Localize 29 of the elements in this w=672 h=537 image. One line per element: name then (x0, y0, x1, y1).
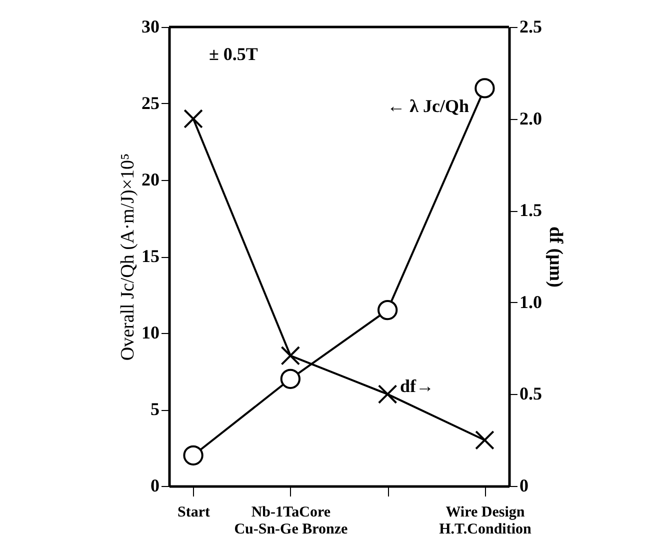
point (280, 368, 301, 389)
point (184, 109, 203, 128)
y2-tick-label: 1.0 (520, 292, 542, 312)
y-tick-label: 5 (150, 399, 160, 419)
y2-axis-title: df (μm) (545, 226, 566, 288)
point (474, 78, 495, 98)
y-tick-label: 15 (142, 246, 160, 266)
x-tick-label: Wire Design H.T.Condition (439, 504, 532, 537)
annotation: ± 0.5T (209, 44, 258, 64)
y-tick-label: 0 (150, 476, 160, 496)
x-tick-label: Start (178, 504, 210, 520)
y-axis-title: Overall Jc/Qh (A·m/J)×10⁵ (118, 153, 138, 361)
point (280, 346, 300, 366)
y2-tick-label: 2.0 (520, 108, 542, 128)
point (475, 430, 494, 450)
y2-tick-label: 0 (520, 476, 528, 496)
y2-tick-label: 0.5 (520, 384, 542, 404)
point (183, 445, 204, 466)
y-tick-label: 25 (142, 93, 160, 113)
y-tick-label: 20 (142, 170, 160, 190)
y2-tick-label: 2.5 (520, 16, 542, 36)
x-tick-label: Nb-1TaCore Cu-Sn-Ge Bronze (234, 504, 348, 537)
y-tick-label: 10 (142, 322, 160, 342)
y-tick-label: 30 (142, 16, 160, 36)
point (378, 384, 398, 404)
annotation: df→ (400, 376, 434, 396)
y2-tick-label: 1.5 (520, 200, 542, 220)
annotation: ← λ Jc/Qh (387, 96, 469, 116)
point (377, 300, 398, 320)
